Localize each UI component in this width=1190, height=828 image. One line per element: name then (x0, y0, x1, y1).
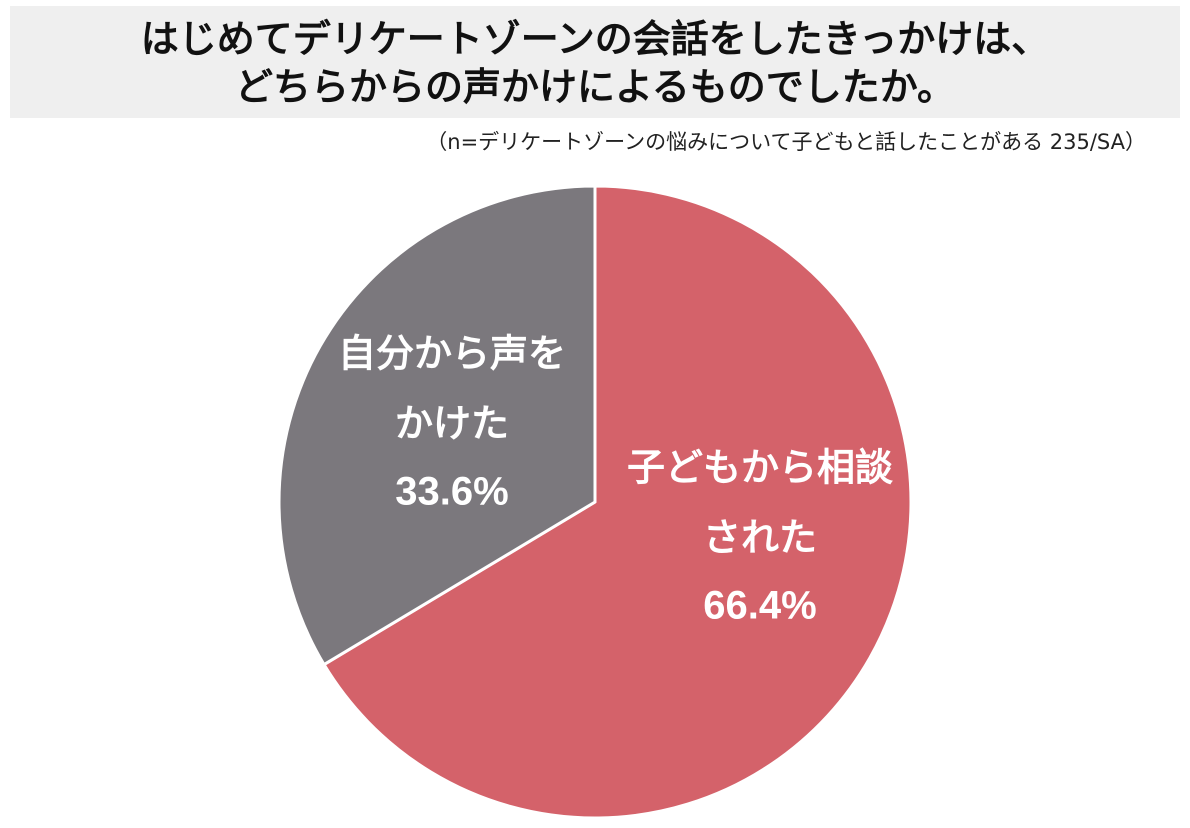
title-banner: はじめてデリケートゾーンの会話をしたきっかけは、 どちらからの声かけによるもので… (10, 6, 1180, 118)
slice-1-label-line-1: 子どもから相談 (627, 446, 893, 490)
pie-slice-2 (277, 184, 597, 667)
slice-2-label-line-1: 自分から声を (338, 332, 566, 376)
slice-2-value-label: 33.6% (395, 470, 508, 514)
slice-1-label-line-2: された (703, 516, 817, 560)
pie-slice-1 (322, 184, 913, 820)
chart-title-line-2: どちらからの声かけによるものでしたか。 (234, 65, 956, 109)
slice-1-value-label: 66.4% (703, 584, 816, 628)
slice-2-label-line-2: かけた (395, 402, 509, 446)
chart-title-line-1: はじめてデリケートゾーンの会話をしたきっかけは、 (140, 17, 1050, 61)
chart-subtitle: （n=デリケートゾーンの悩みについて子どもと話したことがある 235/SA） (426, 130, 1146, 154)
